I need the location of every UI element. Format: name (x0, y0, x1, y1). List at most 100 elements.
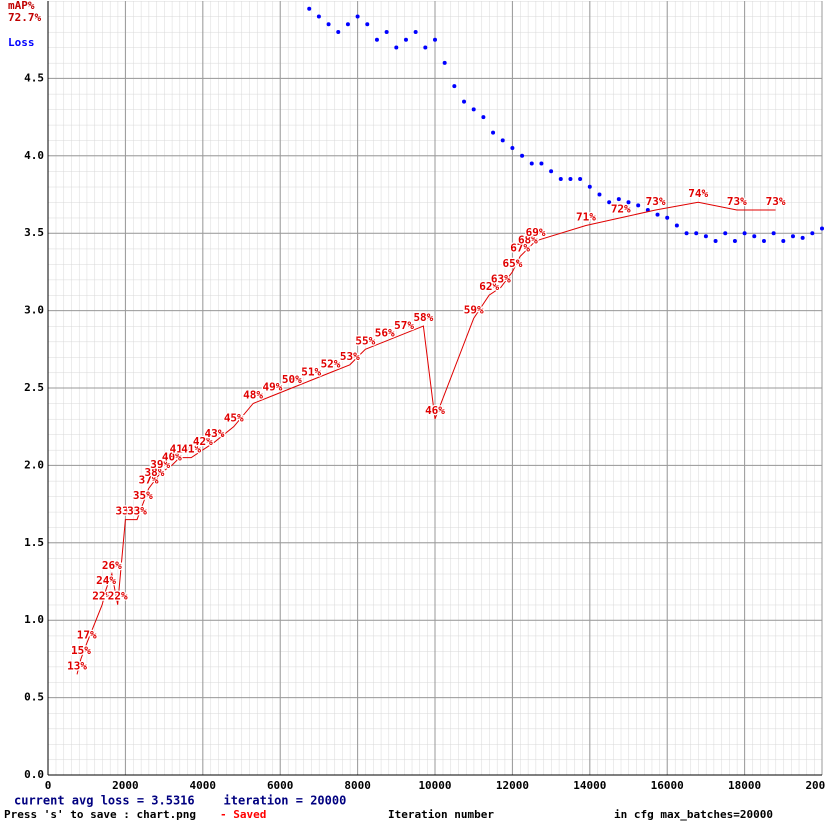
map-label: mAP% (8, 0, 35, 12)
loss-point (568, 177, 573, 182)
loss-point (365, 22, 370, 27)
loss-point (578, 177, 583, 182)
map-label: 52% (321, 358, 341, 371)
map-label: 71% (576, 210, 596, 223)
loss-point (345, 22, 350, 27)
map-label: 56% (375, 327, 395, 340)
x-axis-label: Iteration number (388, 808, 494, 821)
map-label: 43% (204, 427, 224, 440)
loss-point (326, 22, 331, 27)
map-label: 45% (224, 412, 244, 425)
loss-point (336, 29, 341, 34)
map-current: 72.7% (8, 11, 41, 24)
loss-point (810, 231, 815, 236)
loss-point (616, 197, 621, 202)
y-tick-label: 1.0 (24, 613, 44, 626)
x-tick-label: 12000 (496, 779, 529, 792)
map-label: 17% (77, 628, 97, 641)
loss-point (800, 235, 805, 240)
loss-point (723, 231, 728, 236)
loss-point (316, 14, 321, 19)
map-label: 57% (394, 319, 414, 332)
loss-point (703, 234, 708, 239)
save-hint: Press 's' to save : chart.png (4, 808, 196, 821)
map-label: 37% (139, 474, 159, 487)
loss-point (471, 107, 476, 112)
map-label: 68% (518, 234, 538, 247)
map-label: 42% (193, 435, 213, 448)
map-label: 62% (479, 280, 499, 293)
loss-point (394, 45, 399, 50)
loss-point (500, 138, 505, 143)
map-label: 50% (282, 373, 302, 386)
map-line (76, 201, 776, 675)
loss-point (462, 99, 467, 104)
x-tick-label: 4000 (190, 779, 217, 792)
loss-point (790, 234, 795, 239)
map-label: 72% (611, 203, 631, 216)
loss-point (452, 84, 457, 89)
loss-point (820, 226, 824, 231)
loss-point (636, 203, 641, 208)
map-label: 69% (526, 226, 546, 239)
loss-point (403, 37, 408, 42)
loss-point (694, 231, 699, 236)
x-tick-label: 6000 (267, 779, 294, 792)
loss-point (510, 146, 515, 151)
map-label: 73% (766, 195, 786, 208)
map-label: 59% (464, 303, 484, 316)
loss-point (655, 212, 660, 217)
map-label: 55% (355, 334, 375, 347)
cfg: in cfg max_batches=20000 (614, 808, 773, 821)
y-tick-label: 4.0 (24, 149, 44, 162)
loss-point (674, 223, 679, 228)
y-tick-label: 1.5 (24, 536, 44, 549)
map-label: 39% (150, 458, 170, 471)
loss-point (752, 234, 757, 239)
x-tick-label: 18000 (728, 779, 761, 792)
x-tick-label: 0 (45, 779, 52, 792)
map-label: 58% (413, 311, 433, 324)
loss-point (539, 161, 544, 166)
loss-point (442, 60, 447, 65)
map-label: 40% (162, 450, 182, 463)
map-label: 38% (144, 466, 164, 479)
avg-loss: current avg loss = 3.5316 iteration = 20… (14, 794, 346, 808)
loss-point (433, 37, 437, 42)
loss-point (742, 231, 747, 236)
y-tick-label: 3.5 (24, 226, 44, 239)
loss-point (597, 192, 602, 197)
loss-point (665, 215, 670, 220)
loss-point (529, 161, 534, 166)
loss-point (732, 238, 737, 243)
map-label: 33% (127, 505, 147, 518)
loss-point (423, 45, 428, 50)
x-tick-label: 16000 (651, 779, 684, 792)
map-label: 73% (727, 195, 747, 208)
loss-point (713, 238, 718, 243)
map-label: 22% (108, 590, 128, 603)
map-label: 33% (115, 505, 135, 518)
loss-point (626, 200, 631, 205)
map-label: 53% (340, 350, 360, 363)
loss-point (413, 29, 418, 34)
y-tick-label: 0.0 (24, 768, 44, 781)
map-label: 13% (67, 659, 87, 672)
map-label: 41% (181, 443, 201, 456)
map-label: 24% (96, 574, 116, 587)
map-label: 41% (170, 443, 190, 456)
map-label: 35% (133, 489, 153, 502)
map-label: 63% (491, 272, 511, 285)
y-tick-label: 0.5 (24, 691, 44, 704)
loss-point (384, 29, 389, 34)
map-label: 67% (510, 241, 530, 254)
map-label: 49% (263, 381, 283, 394)
x-tick-label: 14000 (573, 779, 606, 792)
loss-label: Loss (8, 36, 35, 49)
loss-point (558, 177, 563, 182)
map-label: 15% (71, 644, 91, 657)
loss-point (307, 6, 312, 11)
y-tick-label: 4.5 (24, 71, 44, 84)
y-tick-label: 2.0 (24, 458, 44, 471)
